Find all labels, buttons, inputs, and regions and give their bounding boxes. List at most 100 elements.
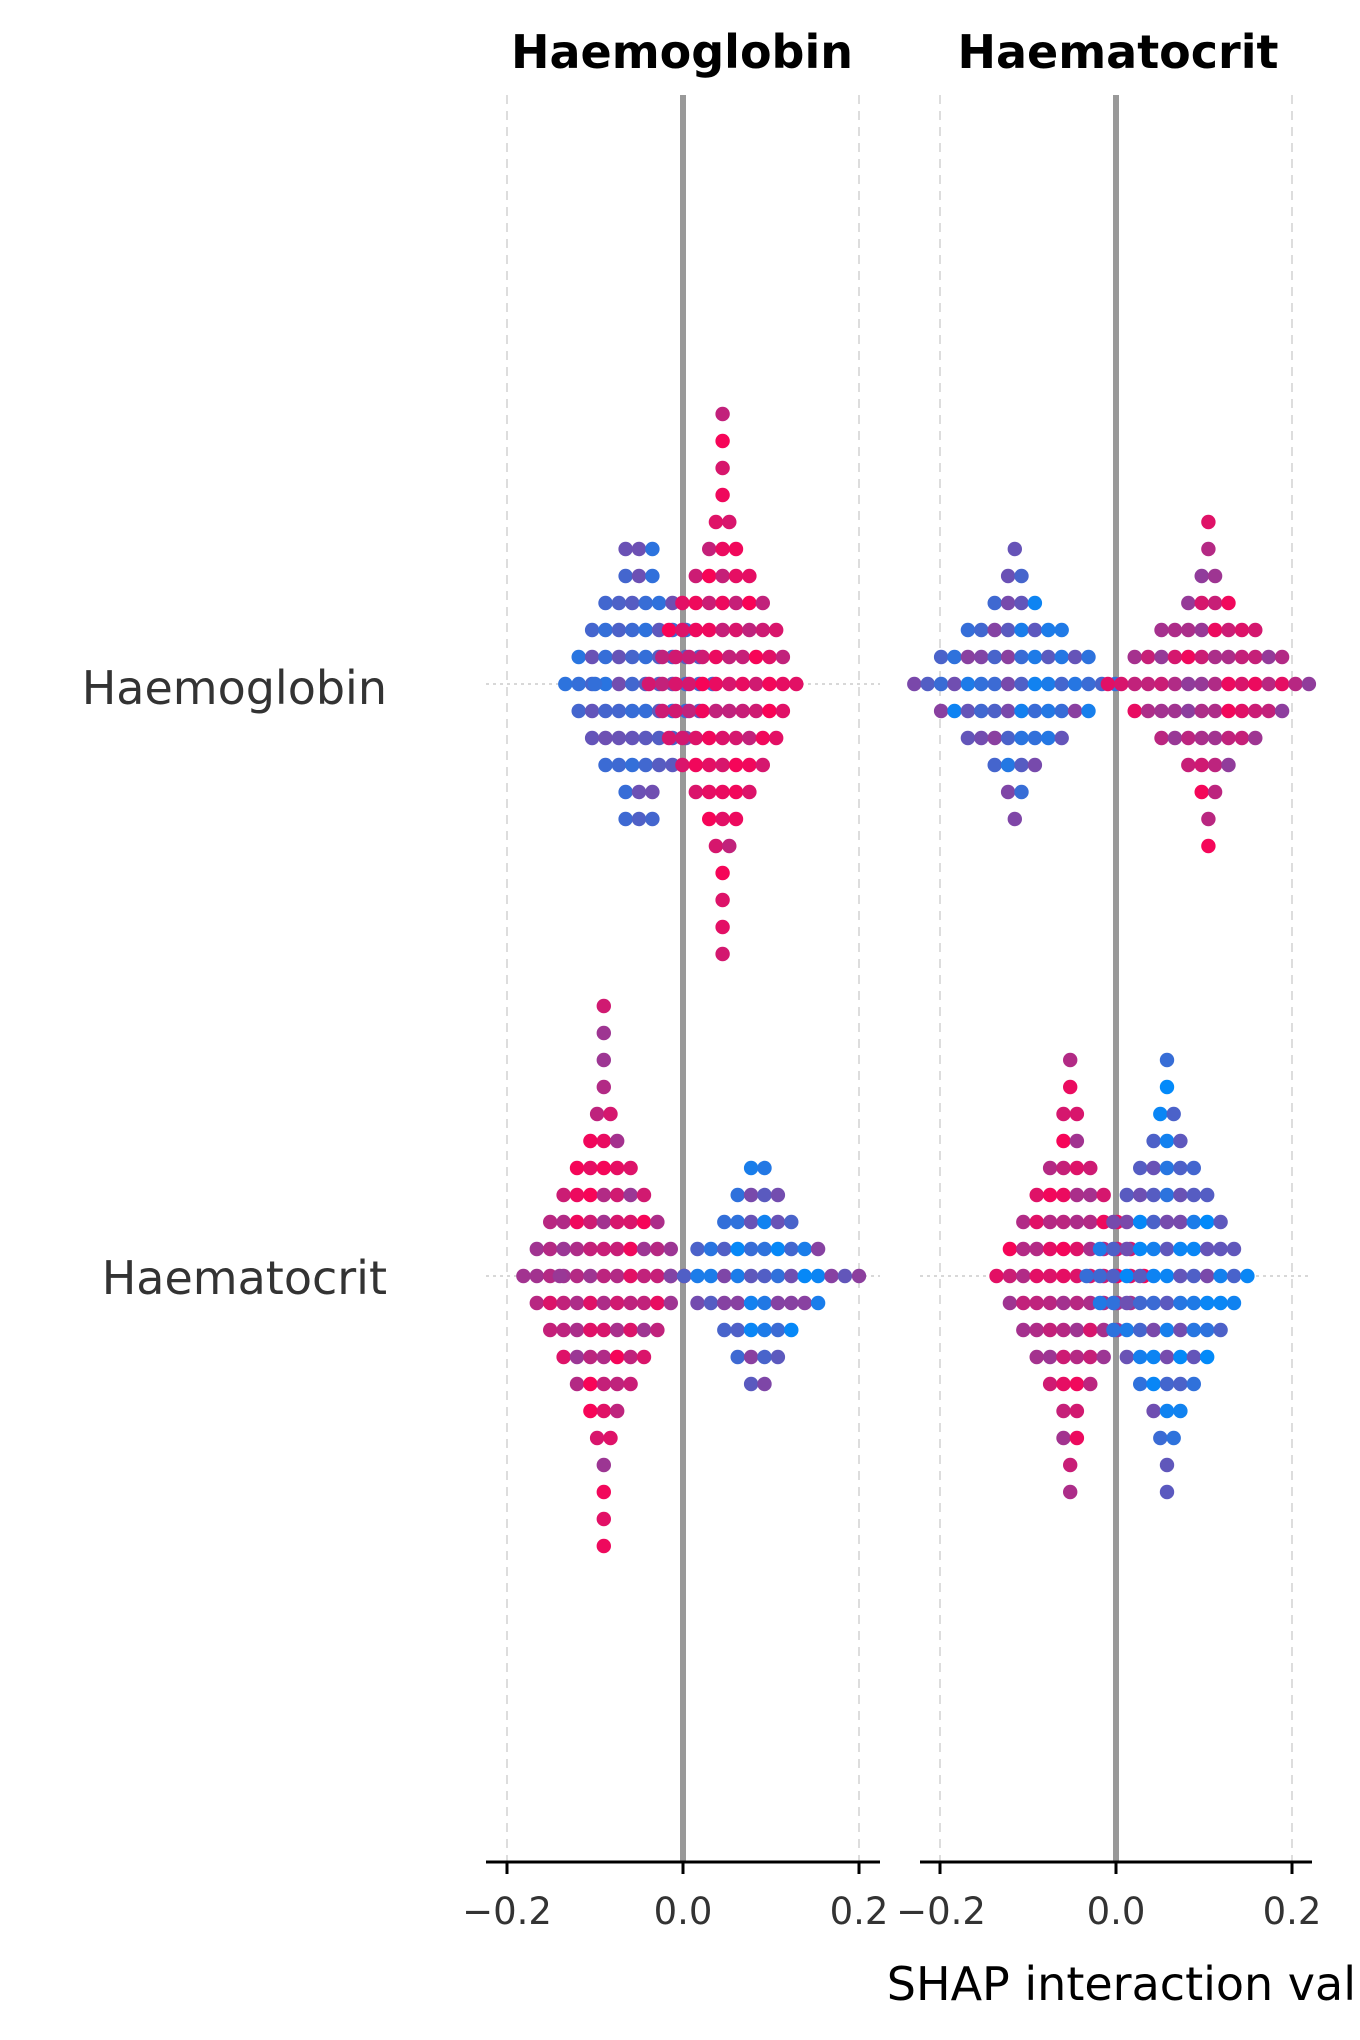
point-0-1-9-2 [681, 649, 697, 665]
point-0-0-9-0 [618, 784, 633, 800]
point-0-1-3-0 [715, 487, 730, 503]
point-0-1-7-2 [702, 595, 717, 611]
point-1-0-5-1 [920, 676, 935, 692]
point-2-0-9-5 [596, 1241, 611, 1257]
point-2-0-7-5 [623, 1187, 638, 1203]
point-1-1-7-6 [1207, 703, 1223, 719]
point-0-1-8-7 [755, 622, 770, 638]
point-3-1-5-6 [1200, 1187, 1215, 1203]
point-1-1-5-8 [1234, 649, 1250, 665]
point-3-0-7-0 [1002, 1241, 1018, 1257]
point-3-0-15-0 [1063, 1457, 1078, 1473]
point-0-1-11-2 [681, 703, 697, 719]
point-1-1-9-1 [1194, 757, 1209, 773]
point-2-1-7-2 [757, 1349, 772, 1365]
point-1-1-7-8 [1234, 703, 1250, 719]
point-0-1-0-0 [715, 406, 730, 422]
point-2-0-10-4 [569, 1268, 585, 1284]
point-0-1-12-2 [688, 730, 703, 746]
point-0-1-20-0 [715, 946, 730, 962]
point-0-1-10-0 [641, 676, 657, 692]
point-2-0-9-6 [610, 1241, 625, 1257]
point-2-1-6-2 [743, 1322, 759, 1338]
point-3-0-12-2 [1069, 1376, 1085, 1392]
point-2-0-11-4 [583, 1295, 598, 1311]
point-3-1-7-9 [1213, 1241, 1228, 1257]
point-3-1-3-0 [1146, 1133, 1161, 1149]
point-3-1-9-4 [1146, 1295, 1161, 1311]
point-1-1-4-0 [1154, 622, 1169, 638]
point-2-0-4-1 [603, 1106, 618, 1122]
point-2-0-12-2 [569, 1322, 585, 1338]
point-1-1-8-2 [1181, 730, 1196, 746]
point-3-1-6-1 [1119, 1214, 1135, 1230]
point-2-0-7-0 [556, 1187, 571, 1203]
point-2-0-14-3 [610, 1376, 625, 1392]
point-2-1-5-8 [797, 1295, 812, 1311]
point-2-0-10-10 [650, 1268, 665, 1284]
point-2-0-6-4 [623, 1160, 638, 1176]
point-2-0-13-4 [610, 1349, 625, 1365]
point-3-1-8-2 [1106, 1268, 1121, 1284]
point-2-0-6-0 [569, 1160, 585, 1176]
point-2-0-18-0 [596, 1484, 611, 1500]
point-2-0-13-6 [636, 1349, 652, 1365]
point-0-1-10-9 [762, 676, 777, 692]
point-0-1-9-8 [762, 649, 777, 665]
point-2-1-6-1 [730, 1322, 745, 1338]
point-3-0-11-3 [1069, 1349, 1085, 1365]
point-0-0-7-2 [611, 730, 627, 746]
point-1-1-2-1 [1207, 568, 1223, 584]
point-0-1-11-5 [722, 703, 737, 719]
point-0-1-10-11 [789, 676, 804, 692]
point-0-0-9-1 [631, 784, 647, 800]
point-1-1-6-15 [1301, 676, 1317, 692]
point-1-1-4-1 [1167, 622, 1183, 638]
point-3-1-4-2 [1159, 1160, 1175, 1176]
point-0-1-10-1 [655, 676, 670, 692]
point-1-1-8-5 [1221, 730, 1236, 746]
point-0-1-12-7 [755, 730, 770, 746]
point-1-1-6-13 [1274, 676, 1290, 692]
outlier-point-2-0 [851, 1268, 867, 1284]
point-3-1-4-1 [1146, 1160, 1161, 1176]
point-0-1-10-3 [681, 676, 697, 692]
point-0-1-14-1 [702, 784, 717, 800]
point-0-0-4-2 [598, 649, 613, 665]
point-2-1-5-0 [690, 1295, 705, 1311]
point-3-1-10-3 [1146, 1322, 1161, 1338]
point-1-0-5-4 [960, 676, 976, 692]
point-0-1-15-2 [728, 811, 744, 827]
point-1-0-3-4 [1014, 622, 1029, 638]
point-1-0-4-0 [933, 649, 949, 665]
point-1-1-7-2 [1154, 703, 1169, 719]
point-1-1-5-2 [1154, 649, 1169, 665]
point-1-0-0-0 [1007, 541, 1022, 557]
tick-label-left-pos: 0.2 [830, 1890, 889, 1933]
point-1-0-4-3 [974, 649, 989, 665]
point-0-0-2-5 [665, 595, 680, 611]
point-2-1-4-9 [784, 1268, 799, 1284]
point-1-0-8-3 [1027, 757, 1043, 773]
point-0-1-7-0 [675, 595, 690, 611]
point-2-1-4-6 [743, 1268, 759, 1284]
point-3-0-10-3 [1056, 1322, 1071, 1338]
point-1-1-5-6 [1207, 649, 1223, 665]
point-0-1-9-1 [668, 649, 683, 665]
point-1-1-5-11 [1274, 649, 1290, 665]
point-0-1-10-7 [735, 676, 750, 692]
point-0-0-0-0 [618, 541, 633, 557]
point-1-0-6-10 [1067, 703, 1083, 719]
point-1-0-3-2 [987, 622, 1002, 638]
point-2-0-8-7 [636, 1214, 652, 1230]
point-2-0-14-2 [596, 1376, 611, 1392]
point-2-0-12-3 [583, 1322, 598, 1338]
point-3-1-0-0 [1159, 1052, 1175, 1068]
point-1-1-7-1 [1140, 703, 1156, 719]
point-2-0-9-4 [583, 1241, 598, 1257]
point-0-0-10-1 [631, 811, 647, 827]
point-0-1-5-0 [702, 541, 717, 557]
point-1-1-5-4 [1181, 649, 1196, 665]
point-0-0-1-0 [618, 568, 633, 584]
point-3-1-12-4 [1186, 1376, 1202, 1392]
